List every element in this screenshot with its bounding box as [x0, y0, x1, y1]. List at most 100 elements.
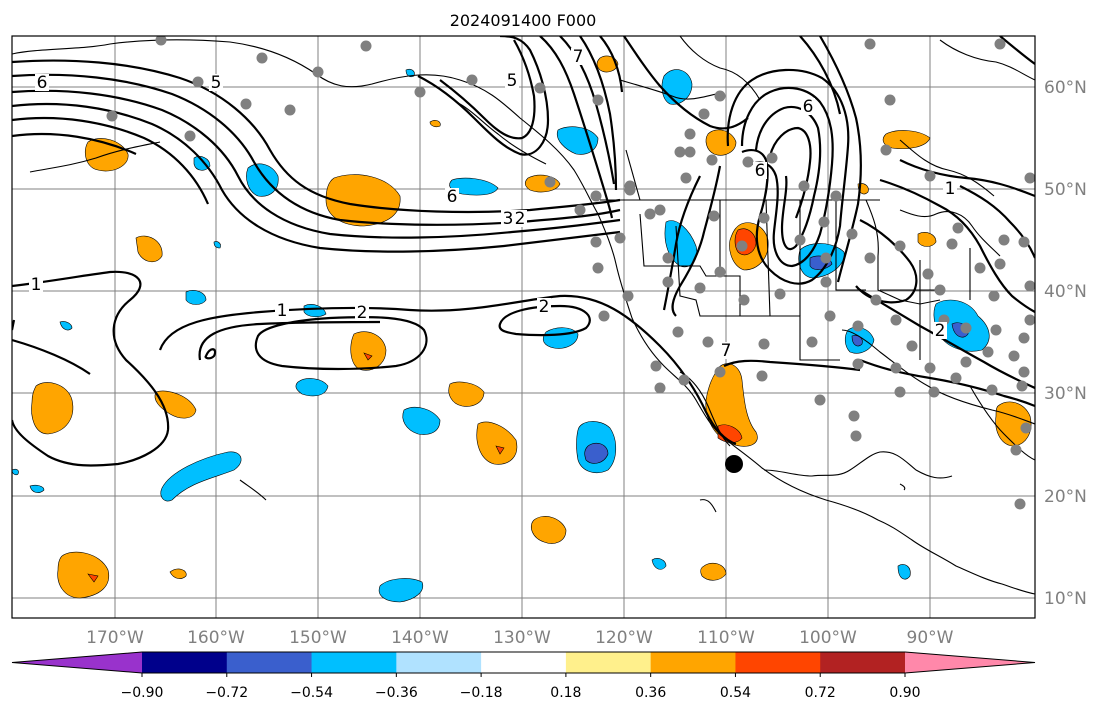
contour-lines [12, 36, 1035, 467]
station-dot [284, 104, 296, 116]
station-dot [880, 144, 892, 156]
station-dot [736, 240, 748, 252]
longitude-label: 140°W [391, 628, 449, 648]
contour-label: 1 [945, 179, 956, 199]
contour-label-bg [29, 276, 43, 293]
station-dot [998, 234, 1010, 246]
contour-label: 3 [503, 209, 514, 229]
colorbar-segment [311, 652, 397, 673]
latitude-label: 60°N [1044, 78, 1087, 98]
station-dot [644, 208, 656, 220]
station-dot [894, 240, 906, 252]
storm-center-marker [725, 455, 743, 473]
contour-label-bg [719, 342, 733, 359]
negative-anomaly-shading [12, 68, 990, 603]
station-dot [990, 324, 1002, 336]
station-dot [994, 258, 1006, 270]
station-dot [1008, 350, 1020, 362]
station-dot [590, 190, 602, 202]
station-dot [1024, 172, 1035, 184]
colorbar-segment [650, 652, 736, 673]
station-dot [848, 410, 860, 422]
station-dot [360, 40, 372, 52]
station-dot [846, 228, 858, 240]
longitude-label: 160°W [187, 628, 245, 648]
longitude-label: 170°W [86, 628, 144, 648]
station-dot [864, 252, 876, 264]
station-dot [994, 38, 1006, 50]
station-dot [155, 36, 167, 46]
contour-label: 6 [447, 187, 458, 207]
colorbar-tick-label: 0.72 [805, 685, 836, 701]
station-dot [960, 322, 972, 334]
station-dot [678, 374, 690, 386]
colorbar-segment [396, 652, 482, 673]
station-dot [850, 430, 862, 442]
station-dot [414, 86, 426, 98]
contour-label: 2 [515, 209, 526, 229]
latitude-label: 50°N [1044, 180, 1087, 200]
station-dot [774, 288, 786, 300]
colorbar-tick-label: 0.36 [635, 685, 666, 701]
contour-label: 6 [37, 73, 48, 93]
contour-label-bg [801, 98, 815, 115]
station-dot [960, 356, 972, 368]
station-dot [950, 372, 962, 384]
longitude-label: 90°W [907, 628, 954, 648]
station-dot [184, 130, 196, 142]
contour-label: 5 [507, 71, 518, 91]
station-dot [974, 262, 986, 274]
contour-label: 7 [573, 47, 584, 67]
contour-label: 2 [539, 297, 550, 317]
colorbar-segment [820, 652, 906, 673]
contour-label-bg [753, 162, 767, 179]
station-dot [622, 290, 634, 302]
contour-label-bg [571, 48, 585, 65]
map-area [12, 36, 1035, 618]
station-dot [830, 190, 842, 202]
contour-label-bg [513, 210, 527, 227]
station-dot [592, 94, 604, 106]
station-dot [714, 90, 726, 102]
station-dot [534, 82, 546, 94]
station-dot [654, 204, 666, 216]
contour-label-bg [209, 74, 223, 91]
station-dot [890, 362, 902, 374]
station-dot [714, 366, 726, 378]
station-dot [922, 268, 934, 280]
station-dot [1010, 444, 1022, 456]
station-dot [986, 384, 998, 396]
station-dot [674, 146, 686, 158]
contour-label: 5 [211, 73, 222, 93]
contour-label-bg [537, 298, 551, 315]
station-dot [894, 386, 906, 398]
station-dot [662, 252, 674, 264]
contour-label-bg [275, 302, 289, 319]
station-dot [884, 94, 896, 106]
station-dot [798, 180, 810, 192]
colorbar-segment [226, 652, 313, 673]
station-dot [946, 238, 958, 250]
station-dot [1018, 236, 1030, 248]
station-dot [906, 340, 918, 352]
contour-label: 6 [803, 97, 814, 117]
station-dot [1020, 422, 1032, 434]
map-frame [11, 35, 1036, 619]
station-dot [694, 282, 706, 294]
contour-label-bg [355, 304, 369, 321]
colorbar-tick-label: 0.18 [550, 685, 581, 701]
map-title: 2024091400 F000 [450, 11, 597, 30]
station-dot [864, 38, 876, 50]
longitude-label: 100°W [799, 628, 857, 648]
station-dot [592, 262, 604, 274]
latitude-label: 30°N [1044, 384, 1087, 404]
colorbar-tick-label: 0.54 [720, 685, 751, 701]
contour-label: 1 [277, 301, 288, 321]
station-dot [624, 180, 636, 192]
station-dot [684, 146, 696, 158]
station-dot [924, 362, 936, 374]
station-dot [714, 266, 726, 278]
latitude-label: 40°N [1044, 282, 1087, 302]
contour-label-bg [505, 72, 519, 89]
colorbar-tick-label: −0.54 [290, 685, 333, 701]
